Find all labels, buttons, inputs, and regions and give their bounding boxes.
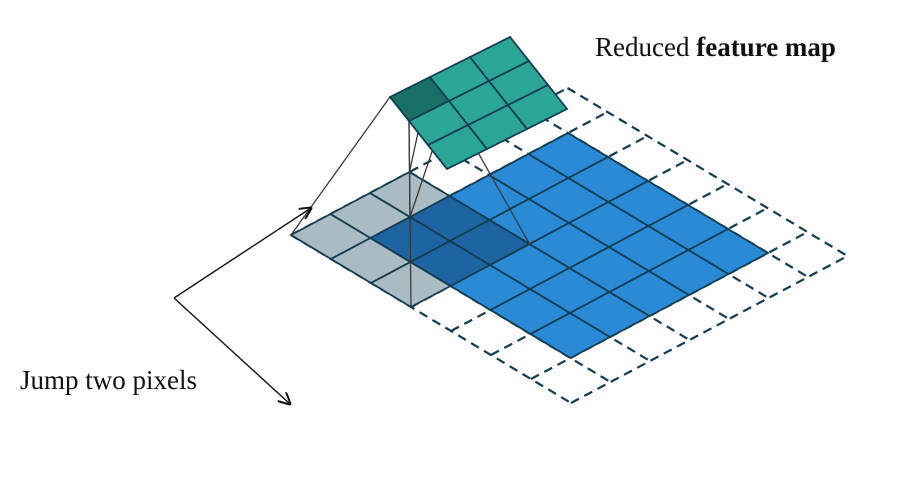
padding-grid-line bbox=[290, 234, 572, 404]
input-cell bbox=[686, 227, 770, 276]
stride-arrow-down bbox=[173, 297, 290, 404]
feature-map-label: Reduced feature map bbox=[595, 32, 836, 63]
output-feature-map bbox=[388, 35, 569, 171]
projection-line bbox=[408, 120, 412, 263]
padding-grid-line bbox=[566, 87, 849, 257]
output-cell bbox=[506, 83, 569, 131]
stride-arrows bbox=[173, 208, 311, 404]
feature-map-label-prefix: Reduced bbox=[595, 32, 690, 62]
feature-map-label-bold: feature map bbox=[696, 32, 836, 62]
jump-two-pixels-label: Jump two pixels bbox=[20, 365, 198, 395]
stride-arrow-up bbox=[173, 208, 311, 299]
padding-grid-line bbox=[570, 255, 849, 404]
